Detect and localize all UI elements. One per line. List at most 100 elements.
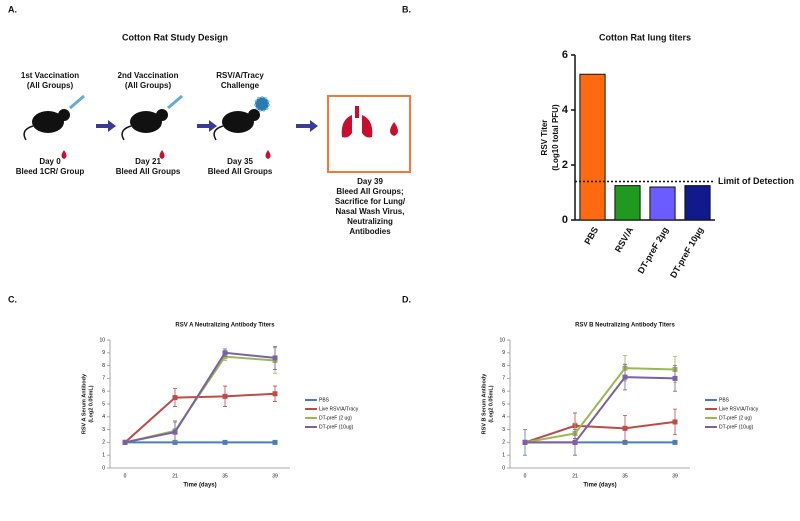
bar	[579, 73, 606, 221]
point	[172, 429, 178, 435]
x-tick-label: 0	[524, 473, 527, 479]
point	[622, 439, 628, 445]
bar	[649, 186, 676, 221]
y-axis-label: RSV B Serum Antibody	[481, 373, 487, 435]
chart-title: Cotton Rat lung titers	[599, 32, 691, 42]
series-line	[524, 367, 676, 444]
y-tick-label: 2	[562, 159, 568, 171]
stage-bottom: Sacrifice for Lung/	[335, 197, 406, 206]
bar	[684, 185, 711, 221]
stage-bottom: Bleed All Groups	[208, 167, 273, 176]
y-tick-label: 8	[102, 363, 105, 369]
legend-label: DT-preF (2 ug)	[719, 415, 752, 421]
legend-label: Live RSV/A/Tracy	[719, 406, 759, 412]
stage-bottom: Bleed All Groups	[116, 167, 181, 176]
series-line	[525, 376, 676, 444]
y-tick-label: 4	[502, 414, 505, 420]
series-line	[124, 355, 276, 444]
stage-bottom: Nasal Wash Virus,	[336, 207, 405, 216]
x-tick-label: PBS	[582, 225, 600, 246]
y-tick-label: 6	[562, 49, 568, 61]
y-axis-label: (Log2 0.05mL)	[488, 385, 494, 422]
point	[272, 355, 278, 361]
x-tick-label: DT-preF 2µg	[636, 225, 671, 275]
point	[222, 393, 228, 399]
point	[222, 350, 228, 356]
y-tick-label: 3	[502, 427, 505, 433]
x-tick-label: 21	[172, 473, 178, 479]
x-tick-label: 35	[622, 473, 628, 479]
lod-label: Limit of Detection	[718, 176, 794, 186]
stage-bottom: Neutralizing	[347, 217, 393, 226]
stage-top: 1st Vaccination	[21, 71, 79, 80]
y-tick-label: 10	[99, 337, 105, 343]
y-tick-label: 6	[102, 389, 105, 395]
y-axis-label: (Log10 total PFU)	[551, 104, 560, 171]
y-tick-label: 5	[102, 401, 105, 407]
point	[272, 391, 278, 397]
y-tick-label: 0	[502, 465, 505, 471]
y-tick-label: 5	[502, 401, 505, 407]
series-line	[124, 392, 276, 444]
y-axis-label: RSV Titer	[540, 120, 549, 156]
y-tick-label: 9	[502, 350, 505, 356]
legend-label: PBS	[319, 397, 330, 403]
stage-bottom: Antibodies	[349, 227, 391, 236]
stage-bottom: Bleed 1CR/ Group	[16, 167, 85, 176]
y-tick-label: 0	[102, 465, 105, 471]
x-axis-label: Time (days)	[583, 483, 616, 489]
x-tick-label: DT-preF 10µg	[668, 225, 705, 280]
point	[672, 439, 678, 445]
stage-top: RSV/A/Tracy	[216, 71, 264, 80]
y-tick-label: 9	[102, 350, 105, 356]
y-axis-label: RSV A Serum Antibody	[81, 373, 87, 434]
diagram-art	[23, 94, 411, 173]
legend-label: DT-preF (10ug)	[719, 424, 754, 430]
series-line	[124, 351, 276, 444]
y-tick-label: 2	[502, 440, 505, 446]
stage-bottom: Day 39	[357, 177, 383, 186]
point	[272, 439, 278, 445]
y-tick-label: 4	[562, 104, 569, 116]
series-line	[524, 420, 676, 444]
stage-bottom: Day 35	[227, 157, 253, 166]
y-tick-label: 0	[562, 214, 568, 226]
stage-top: (All Groups)	[125, 81, 172, 90]
x-tick-label: 35	[222, 473, 228, 479]
y-tick-label: 1	[502, 453, 505, 459]
x-tick-label: 39	[672, 473, 678, 479]
legend-label: PBS	[719, 397, 730, 403]
panel-label: B.	[402, 4, 411, 14]
point	[572, 439, 578, 445]
stage-bottom: Day 21	[135, 157, 161, 166]
x-tick-label: 39	[272, 473, 278, 479]
x-tick-label: RSV/A	[613, 225, 636, 254]
panel-label: A.	[8, 4, 17, 14]
y-tick-label: 1	[102, 453, 105, 459]
x-axis-label: Time (days)	[183, 483, 216, 489]
y-tick-label: 4	[102, 414, 105, 420]
stage-bottom: Day 0	[39, 157, 61, 166]
y-axis-label: (Log2 0.05mL)	[88, 385, 94, 422]
stage-top: (All Groups)	[27, 81, 74, 90]
legend-label: DT-preF (10ug)	[319, 424, 354, 430]
panel-label: D.	[402, 294, 411, 304]
point	[672, 375, 678, 381]
chart-title: RSV B Neutralizing Antibody Titers	[575, 323, 675, 329]
point	[622, 425, 628, 431]
point	[522, 439, 528, 445]
legend-label: Live RSV/A/Tracy	[319, 406, 359, 412]
stage-top: Challenge	[221, 81, 260, 90]
panel-label: C.	[8, 294, 17, 304]
y-tick-label: 10	[499, 337, 505, 343]
stage-top: 2nd Vaccination	[118, 71, 179, 80]
chart-title: RSV A Neutralizing Antibody Titers	[175, 323, 275, 329]
bar	[614, 185, 641, 221]
design-title: Cotton Rat Study Design	[122, 32, 228, 42]
stage-bottom: Bleed All Groups;	[336, 187, 403, 196]
point	[672, 419, 678, 425]
y-tick-label: 8	[502, 363, 505, 369]
point	[222, 439, 228, 445]
y-tick-label: 2	[102, 440, 105, 446]
